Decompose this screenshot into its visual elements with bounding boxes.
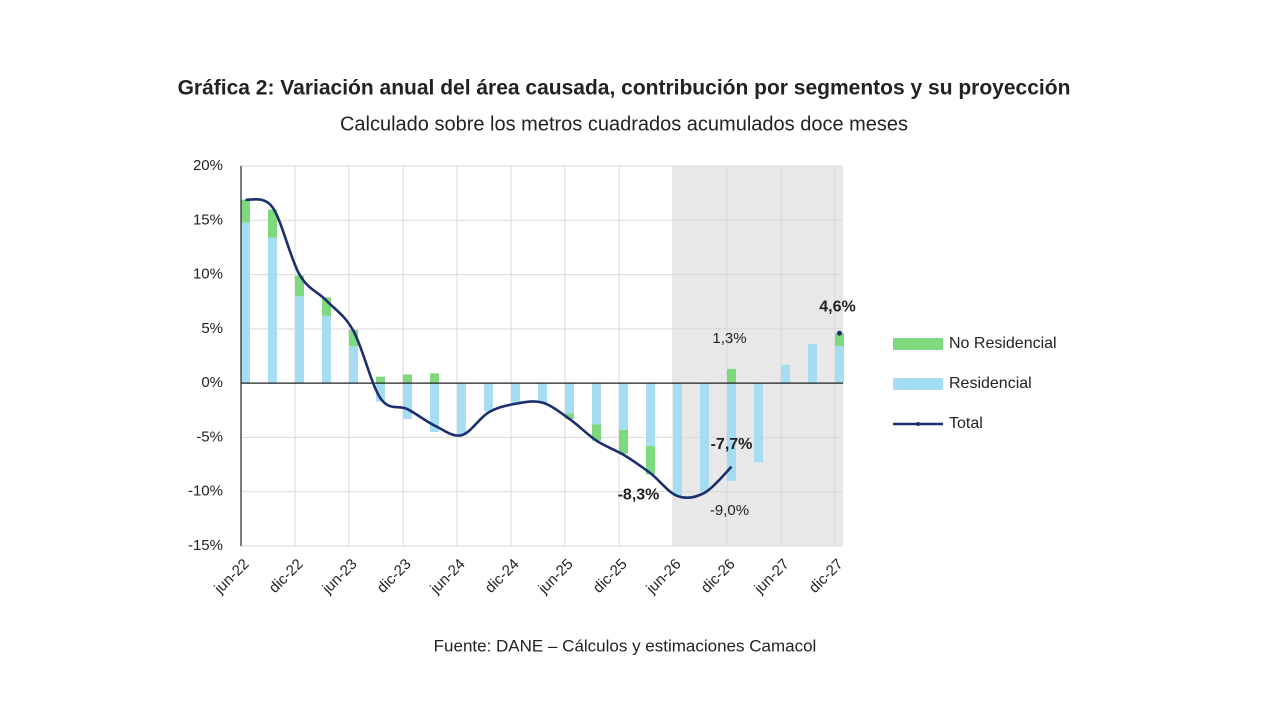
chart-title: Gráfica 2: Variación anual del área caus…: [178, 77, 1071, 100]
bar: [619, 383, 628, 430]
legend-label: Total: [949, 415, 983, 432]
bar: [835, 333, 844, 347]
bar: [511, 383, 520, 405]
x-tick-label: dic-24: [482, 556, 523, 597]
bar: [808, 344, 817, 384]
bar: [349, 329, 358, 347]
y-tick-label: 5%: [201, 320, 223, 337]
y-tick-label: 10%: [193, 266, 223, 283]
bar: [754, 383, 763, 463]
bar: [268, 209, 277, 238]
x-tick-label: jun-23: [318, 556, 360, 598]
bar: [565, 383, 574, 414]
bar: [646, 383, 655, 447]
y-tick-label: -15%: [188, 537, 223, 554]
legend-label: Residencial: [949, 375, 1032, 392]
y-tick-label: 0%: [201, 374, 223, 391]
x-tick-label: dic-27: [806, 556, 847, 597]
bar: [376, 376, 385, 384]
bar: [700, 383, 709, 492]
bar: [295, 275, 304, 297]
bar: [295, 296, 304, 384]
bar: [565, 413, 574, 419]
x-tick-label: jun-26: [642, 556, 684, 598]
x-tick-label: dic-23: [374, 556, 415, 597]
bar: [835, 346, 844, 384]
total-label: 4,6%: [819, 298, 855, 315]
y-tick-label: 15%: [193, 211, 223, 228]
chart-subtitle: Calculado sobre los metros cuadrados acu…: [340, 113, 908, 135]
bar: [403, 383, 412, 419]
bar: [403, 374, 412, 384]
bar: [646, 446, 655, 475]
projection-area: [673, 166, 843, 546]
total-line: [245, 197, 733, 500]
bar: [592, 383, 601, 425]
bar-label: 1,3%: [712, 330, 746, 347]
y-tick-label: -10%: [188, 483, 223, 500]
legend-marker: [916, 422, 920, 426]
bar: [781, 364, 790, 384]
bar: [376, 383, 385, 402]
x-tick-label: jun-24: [426, 556, 468, 598]
bar: [349, 346, 358, 384]
x-tick-label: jun-27: [750, 556, 792, 598]
bar: [592, 424, 601, 441]
y-tick-label: 20%: [193, 157, 223, 174]
y-tick-label: -5%: [196, 428, 223, 445]
legend-label: No Residencial: [949, 335, 1057, 352]
x-tick-label: dic-22: [266, 556, 307, 597]
bar: [673, 383, 682, 497]
bar: [241, 222, 250, 384]
bar: [322, 315, 331, 384]
bar-label: -9,0%: [710, 502, 749, 519]
x-tick-label: dic-25: [590, 556, 631, 597]
total-point: [837, 330, 842, 336]
x-tick-label: jun-22: [210, 556, 252, 598]
bar: [619, 429, 628, 454]
bar: [457, 383, 466, 436]
legend-swatch: [893, 338, 943, 350]
bar: [322, 297, 331, 316]
x-tick-label: jun-25: [534, 556, 576, 598]
total-label: -8,3%: [618, 486, 660, 503]
legend-swatch: [893, 378, 943, 390]
total-label: -7,7%: [711, 436, 753, 453]
bar: [268, 237, 277, 384]
bar: [241, 199, 250, 223]
bar: [727, 383, 736, 481]
bar: [538, 383, 547, 403]
x-tick-label: dic-26: [698, 556, 739, 597]
bar: [430, 383, 439, 432]
bar: [430, 373, 439, 384]
bar: [727, 369, 736, 384]
bar: [484, 383, 493, 412]
source-note: Fuente: DANE – Cálculos y estimaciones C…: [434, 636, 817, 655]
